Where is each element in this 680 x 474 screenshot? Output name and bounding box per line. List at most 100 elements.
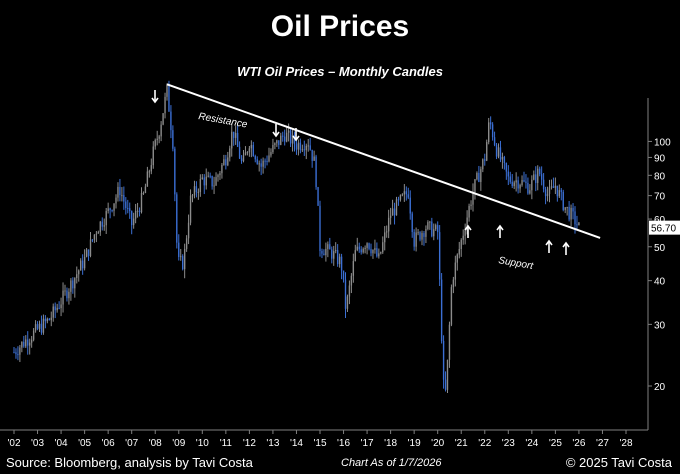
candle-body: [203, 177, 205, 186]
candle-body: [391, 208, 394, 216]
candle-body: [442, 340, 445, 380]
candle-body: [195, 186, 198, 193]
candle-body: [576, 224, 578, 226]
candle-body: [289, 130, 292, 144]
candle-body: [401, 194, 404, 196]
candle-body: [68, 291, 70, 299]
candle-body: [58, 307, 60, 309]
candle-body: [336, 250, 339, 265]
candle-body: [229, 148, 231, 158]
candle-body: [409, 197, 411, 214]
candle-body: [488, 122, 490, 143]
chart-title: Oil Prices: [270, 10, 410, 43]
x-tick-label: '23: [502, 438, 515, 449]
candle-body: [234, 133, 237, 138]
candle-body: [221, 164, 223, 174]
candle-body: [64, 290, 66, 292]
candle-body: [366, 243, 368, 248]
candle-body: [119, 186, 121, 196]
candle-body: [115, 197, 117, 204]
candle-body: [158, 136, 160, 139]
candle-body: [535, 174, 537, 183]
x-tick-label: '15: [313, 438, 326, 449]
candle-body: [564, 207, 566, 210]
candle-body: [191, 195, 194, 197]
candle-body: [346, 296, 349, 309]
candle-body: [527, 182, 529, 194]
candle-body: [111, 210, 113, 212]
candle-body: [180, 256, 182, 258]
candle-body: [46, 318, 49, 322]
arrow-head: [496, 224, 504, 231]
candle-body: [197, 191, 200, 193]
candle-body: [256, 159, 258, 164]
candle-body: [542, 179, 545, 190]
candle-body: [484, 159, 486, 161]
candle-body: [493, 137, 496, 145]
candle-body: [266, 161, 268, 163]
candle-body: [276, 140, 278, 144]
candle-body: [260, 163, 262, 167]
candle-body: [452, 279, 455, 288]
candle-body: [407, 194, 409, 198]
candle-body: [148, 171, 151, 173]
x-tick-label: '14: [290, 438, 303, 449]
candle-body: [129, 208, 131, 212]
candle-body: [329, 244, 331, 250]
candle-body: [291, 134, 294, 144]
candle-body: [172, 130, 174, 149]
candle-body: [440, 279, 443, 341]
candle-body: [531, 179, 533, 191]
last-value-label: 56.70: [651, 224, 676, 235]
candle-body: [205, 176, 207, 186]
resistance-label: Resistance: [197, 111, 248, 130]
x-tick-label: '19: [408, 438, 421, 449]
candle-body: [342, 270, 345, 280]
candle-body: [421, 233, 423, 240]
candle-body: [52, 306, 54, 318]
candle-body: [570, 207, 572, 220]
candle-body: [85, 249, 88, 258]
candle-body: [319, 205, 321, 251]
candle-body: [40, 323, 43, 333]
candle-body: [362, 248, 364, 253]
candle-body: [272, 145, 274, 153]
candle-body: [193, 186, 196, 196]
candle-body: [482, 159, 484, 170]
candle-body: [62, 290, 64, 305]
candle-body: [264, 160, 266, 162]
candle-body: [480, 169, 482, 182]
candle-body: [348, 285, 351, 297]
y-tick-label: 80: [654, 171, 666, 182]
candle-body: [113, 203, 115, 211]
candle-body: [160, 124, 162, 137]
candle-body: [435, 225, 437, 230]
y-tick-label: 50: [654, 243, 666, 254]
candle-body: [456, 254, 458, 263]
candle-body: [578, 222, 580, 226]
candle-body: [285, 132, 288, 142]
candle-body: [56, 307, 58, 311]
candle-body: [66, 290, 68, 299]
candle-body: [185, 238, 188, 249]
candle-body: [370, 248, 372, 254]
candle-body: [387, 217, 390, 232]
candle-body: [566, 206, 568, 208]
candle-body: [227, 157, 229, 166]
candle-body: [380, 252, 382, 254]
candle-body: [458, 249, 460, 255]
candle-body: [152, 146, 154, 166]
candle-body: [464, 230, 466, 236]
arrow-head: [464, 224, 472, 231]
support-label: Support: [497, 255, 535, 272]
candle-body: [162, 113, 164, 125]
candle-body: [393, 208, 396, 216]
candle-body: [70, 280, 72, 292]
candle-body: [317, 187, 319, 206]
x-tick-label: '10: [196, 438, 209, 449]
candle-body: [38, 323, 41, 329]
source-note: Source: Bloomberg, analysis by Tavi Cost…: [6, 455, 253, 470]
candle-body: [99, 221, 101, 233]
candle-body: [307, 145, 309, 147]
candle-body: [384, 232, 386, 243]
